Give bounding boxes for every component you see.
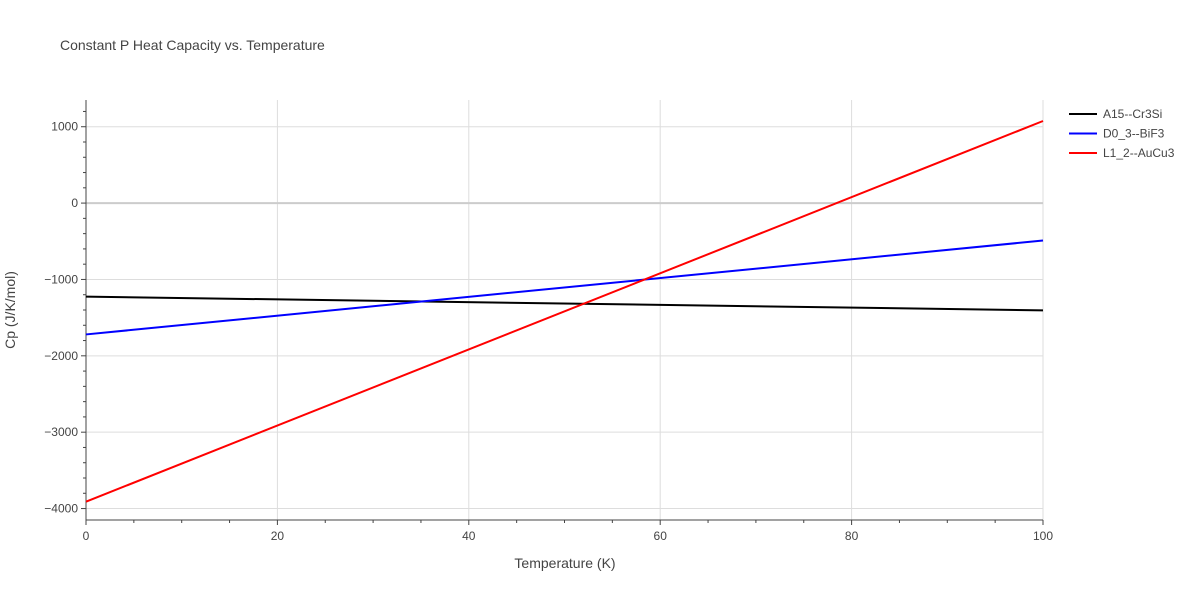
series-line-A15--Cr3Si (85, 295, 1044, 312)
chart-title: Constant P Heat Capacity vs. Temperature (60, 37, 325, 53)
y-tick-label: 0 (71, 196, 78, 210)
legend-entry: A15--Cr3Si (1103, 107, 1162, 121)
x-tick-label: 0 (83, 529, 90, 543)
x-tick-label: 20 (271, 529, 285, 543)
y-axis-title: Cp (J/K/mol) (2, 271, 18, 349)
x-tick-label: 60 (654, 529, 668, 543)
axes-layer: 0 20 40 60 80 100 −4000 −3000 −2000 −1000 0 1000 (44, 100, 1053, 543)
y-tick-label: −2000 (44, 349, 78, 363)
y-tick-label: −1000 (44, 272, 78, 286)
y-tick-label: −4000 (44, 502, 78, 516)
legend-entry: D0_3--BiF3 (1103, 127, 1165, 141)
x-axis-title: Temperature (K) (514, 555, 615, 571)
legend-entry: L1_2--AuCu3 (1103, 146, 1175, 160)
series-line-L1_2--AuCu3 (85, 120, 1044, 503)
x-tick-label: 80 (845, 529, 859, 543)
y-tick-label: −3000 (44, 425, 78, 439)
series-lines (85, 120, 1044, 503)
legend: A15--Cr3Si D0_3--BiF3 L1_2--AuCu3 (1069, 107, 1175, 160)
series-line-D0_3--BiF3 (85, 239, 1044, 336)
grid-layer (86, 100, 1044, 520)
x-tick-label: 40 (462, 529, 476, 543)
x-tick-label: 100 (1033, 529, 1053, 543)
y-tick-label: 1000 (51, 120, 78, 134)
